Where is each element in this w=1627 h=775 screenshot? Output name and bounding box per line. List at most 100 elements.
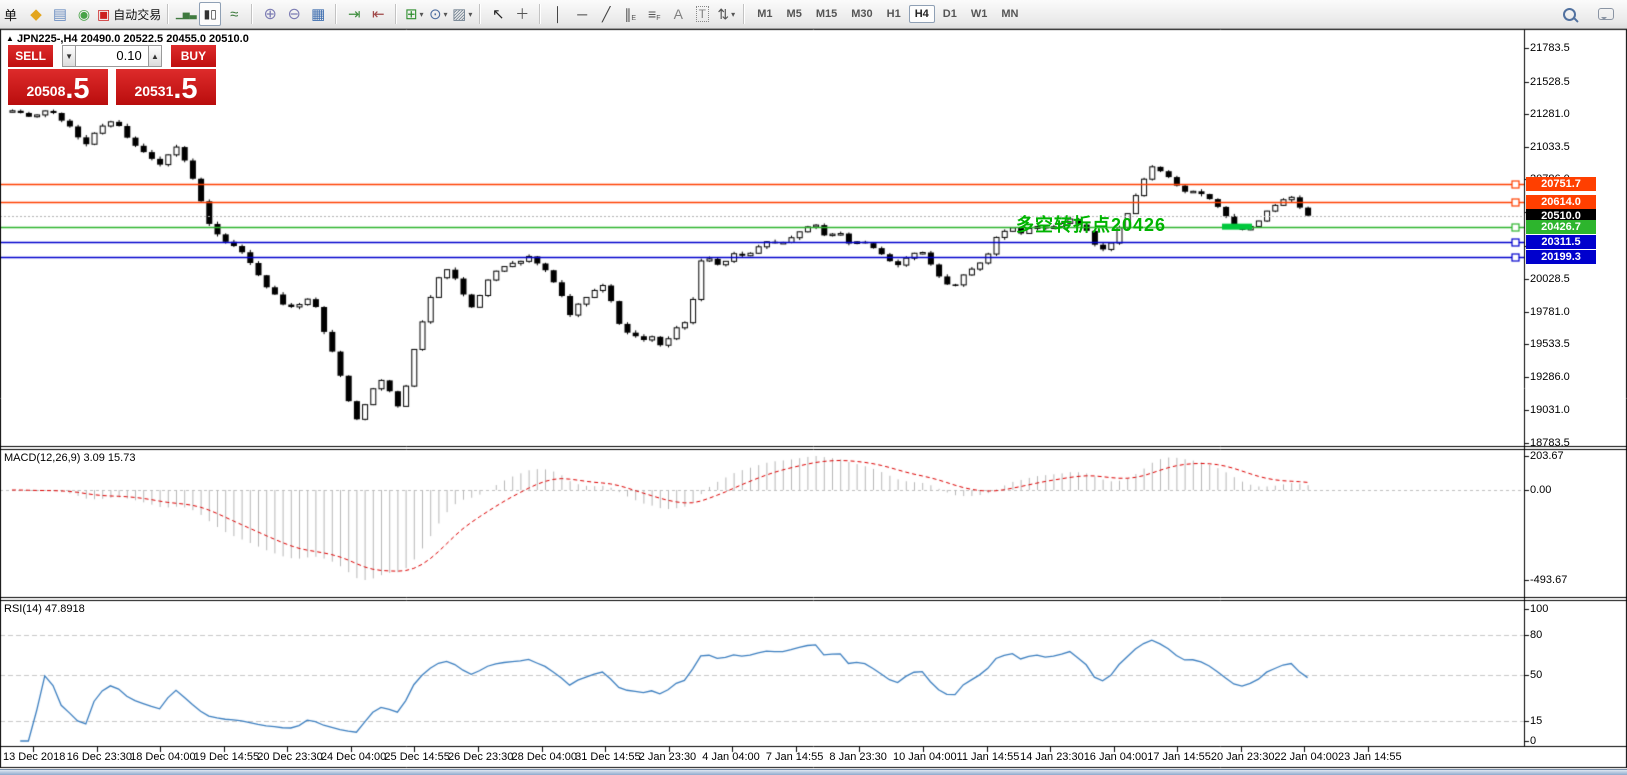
main-toolbar: 单 ◆ ▤ ◉ ▣ 自动交易 ▁▅▃ ▮▯ ≈ ⊕ ⊖ ▦ ⇥ ⇤ ⊞ ▾ ⊙ ▾ ▨ ▾ ↖ ＋ │ ─ ╱ ∥ E ≡ F A T ⇅ ▾ M…	[0, 0, 1627, 29]
signals-icon[interactable]: ◉	[77, 5, 91, 22]
time-axis-label: 16 Dec 23:30	[66, 751, 132, 763]
price-tick-label: 18783.5	[1530, 437, 1570, 449]
periods-icon[interactable]: ⊙ ▾	[428, 6, 448, 23]
time-axis-label: 14 Jan 23:30	[1020, 751, 1084, 763]
macd-scale-label: -493.67	[1530, 574, 1568, 586]
crosshair-icon[interactable]: ＋	[515, 6, 530, 22]
time-axis-label: 13 Dec 2018	[3, 751, 66, 763]
tile-windows-icon[interactable]: ▦	[311, 6, 326, 23]
cursor-icon[interactable]: ↖	[491, 6, 505, 23]
time-axis-label: 23 Jan 14:55	[1337, 751, 1402, 763]
bar-chart-icon[interactable]: ▁▅▃	[175, 8, 197, 19]
toolbar-separator	[251, 4, 254, 24]
price-tick-label: 19533.5	[1530, 338, 1570, 351]
volume-field[interactable]: 0.10	[76, 45, 148, 67]
chart-shift-icon[interactable]: ⇤	[371, 6, 385, 23]
zoom-out-icon[interactable]: ⊖	[287, 6, 301, 23]
horizontal-line-icon[interactable]: ─	[577, 6, 588, 22]
one-click-trading-panel: SELL ▼ 0.10 ▲ BUY 20508 .5 20531 .5	[8, 45, 217, 105]
price-level-label: 20199.3	[1526, 249, 1596, 264]
ohlc-values: 20490.0 20522.5 20455.0 20510.0	[80, 33, 249, 45]
price-tick-label: 19031.0	[1530, 404, 1570, 417]
toolbar-separator	[743, 4, 746, 24]
time-axis-label: 11 Jan 14:55	[956, 751, 1020, 763]
macd-scale-label: 203.67	[1530, 450, 1564, 462]
auto-scroll-icon[interactable]: ⇥	[347, 6, 361, 23]
time-axis-label: 19 Dec 14:55	[193, 751, 260, 763]
volume-increase-button[interactable]: ▲	[147, 45, 163, 67]
sell-price-pips: .5	[65, 73, 90, 105]
price-tick-label: 21783.5	[1530, 42, 1570, 54]
time-axis-label: 8 Jan 23:30	[829, 751, 887, 763]
price-level-label: 20426.7	[1526, 219, 1596, 234]
rsi-label: RSI(14) 47.8918	[4, 603, 85, 615]
time-axis-label: 22 Jan 04:00	[1274, 751, 1339, 763]
price-tick-label: 21033.5	[1530, 140, 1570, 153]
rsi-scale-label: 100	[1530, 603, 1549, 615]
price-level-label: 20614.0	[1526, 194, 1596, 209]
buy-price-pips: .5	[173, 73, 198, 105]
fibonacci-icon[interactable]: ≡ F	[648, 6, 661, 22]
price-tick-label: 20028.5	[1530, 273, 1570, 286]
arrows-icon[interactable]: ⇅ ▾	[717, 5, 736, 22]
search-icon[interactable]	[1558, 2, 1580, 26]
text-label-icon[interactable]: T	[691, 2, 713, 26]
timeframe-m15[interactable]: M15	[815, 8, 838, 20]
time-axis-label: 24 Dec 04:00	[320, 751, 387, 763]
collapse-panel-icon[interactable]: ▲	[6, 34, 14, 43]
timeframe-w1[interactable]: W1	[970, 8, 988, 20]
zoom-in-icon[interactable]: ⊕	[263, 6, 277, 23]
chart-header: ▲ JPN225-,H4 20490.0 20522.5 20455.0 205…	[6, 33, 249, 45]
time-axis-label: 26 Dec 23:30	[447, 751, 514, 763]
timeframe-m1[interactable]: M1	[757, 8, 773, 20]
time-axis-label: 4 Jan 04:00	[702, 751, 760, 763]
chat-icon[interactable]	[1595, 2, 1617, 26]
autotrading-button[interactable]: ▣ 自动交易	[97, 5, 162, 22]
price-tick-label: 21528.5	[1530, 75, 1570, 88]
indicators-add-icon[interactable]: ⊞ ▾	[404, 6, 424, 23]
templates-icon[interactable]: ▨ ▾	[452, 6, 473, 23]
trendline-icon[interactable]: ╱	[602, 5, 611, 22]
macd-label: MACD(12,26,9) 3.09 15.73	[4, 452, 136, 464]
rsi-scale-label: 15	[1530, 715, 1543, 728]
price-level-label: 20510.0	[1526, 208, 1596, 223]
volume-decrease-button[interactable]: ▼	[61, 45, 77, 67]
text-icon[interactable]: A	[673, 6, 683, 22]
toolbar-separator	[479, 4, 482, 24]
equidistant-channel-icon[interactable]: ∥ E	[624, 5, 637, 22]
buy-price-button[interactable]: 20531 .5	[116, 69, 216, 105]
price-tick-label: 19286.0	[1530, 370, 1570, 383]
buy-price-main: 20531	[134, 83, 174, 99]
time-axis-label: 20 Dec 23:30	[257, 751, 323, 763]
candlestick-chart-icon[interactable]: ▮▯	[199, 2, 222, 26]
price-tick-label: 21281.0	[1530, 108, 1570, 121]
timeframe-mn[interactable]: MN	[1001, 8, 1019, 20]
buy-button[interactable]: BUY	[170, 45, 217, 67]
time-axis-label: 31 Dec 14:55	[575, 751, 641, 763]
timeframe-d1[interactable]: D1	[942, 8, 957, 20]
vertical-line-icon[interactable]: │	[553, 6, 563, 22]
time-axis-label: 2 Jan 23:30	[638, 751, 697, 763]
rsi-scale-label: 80	[1530, 629, 1543, 642]
time-axis-label: 20 Jan 23:30	[1210, 751, 1275, 763]
line-chart-icon[interactable]: ≈	[230, 5, 239, 23]
price-level-label: 20311.5	[1526, 234, 1596, 249]
new-order-icon[interactable]: ◆	[30, 6, 42, 23]
sell-button[interactable]: SELL	[8, 45, 54, 67]
time-axis-label: 25 Dec 14:55	[384, 751, 450, 763]
timeframe-h4[interactable]: H4	[908, 5, 935, 23]
timeframe-h1[interactable]: H1	[886, 8, 901, 20]
rsi-scale-label: 50	[1530, 669, 1543, 681]
status-bar	[0, 769, 1627, 775]
time-axis-label: 7 Jan 14:55	[765, 751, 824, 763]
metaeditor-icon[interactable]: ▤	[52, 6, 68, 23]
timeframe-m5[interactable]: M5	[786, 8, 802, 20]
new-order-label[interactable]: 单	[3, 7, 17, 23]
sell-price-button[interactable]: 20508 .5	[8, 69, 108, 105]
timeframe-m30[interactable]: M30	[851, 8, 873, 20]
toolbar-separator	[539, 4, 542, 24]
time-axis-label: 16 Jan 04:00	[1083, 751, 1148, 763]
price-level-label: 20751.7	[1526, 176, 1596, 191]
